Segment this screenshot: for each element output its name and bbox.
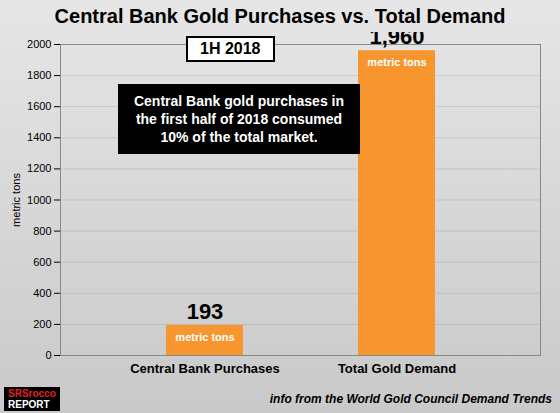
- svg-text:Total Gold Demand: Total Gold Demand: [338, 361, 456, 376]
- svg-text:1200: 1200: [27, 162, 51, 174]
- html-text:1H 2018: 1H 2018: [200, 40, 261, 57]
- svg-text:metric tons: metric tons: [175, 331, 234, 343]
- svg-text:1400: 1400: [27, 131, 51, 143]
- html-text:SRSrocco: SRSrocco: [8, 388, 56, 399]
- html-text:Central Bank gold purchases in: Central Bank gold purchases in the first…: [134, 93, 344, 145]
- svg-text:800: 800: [33, 225, 51, 237]
- svg-text:1000: 1000: [27, 194, 51, 206]
- svg-text:200: 200: [33, 318, 51, 330]
- html-text:Central Bank Gold Purchases vs: Central Bank Gold Purchases vs. Total De…: [54, 5, 506, 27]
- svg-text:1600: 1600: [27, 100, 51, 112]
- svg-text:400: 400: [33, 287, 51, 299]
- svg-text:600: 600: [33, 256, 51, 268]
- svg-text:Central Bank Purchases: Central Bank Purchases: [130, 361, 280, 376]
- svg-text:2000: 2000: [27, 38, 51, 50]
- html-text:REPORT: REPORT: [8, 399, 50, 410]
- svg-text:193: 193: [187, 299, 224, 324]
- svg-text:metric tons: metric tons: [10, 173, 22, 227]
- svg-text:1,960: 1,960: [369, 32, 424, 49]
- svg-text:0: 0: [45, 349, 51, 361]
- svg-text:metric tons: metric tons: [367, 56, 426, 68]
- svg-text:1800: 1800: [27, 69, 51, 81]
- html-text:info from the World Gold Counc: info from the World Gold Council Demand …: [269, 392, 552, 406]
